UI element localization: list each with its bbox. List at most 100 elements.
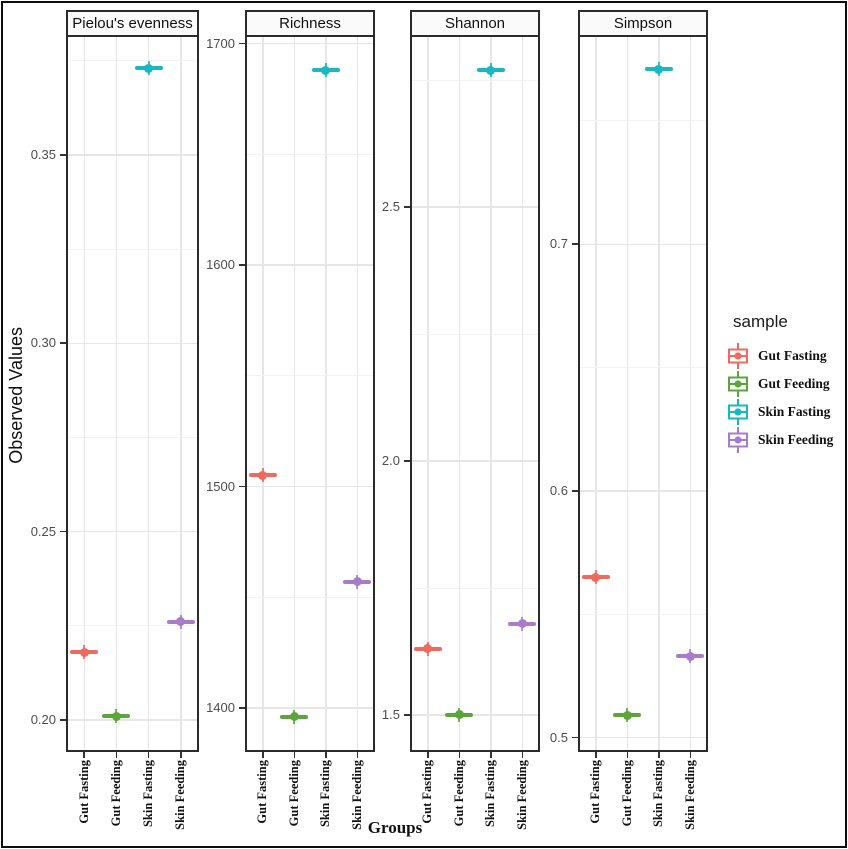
boxplot-median-point — [685, 651, 695, 661]
legend-key-boxplot-icon — [728, 343, 748, 369]
gridline-major — [580, 243, 706, 245]
gridline-vertical — [356, 37, 359, 750]
boxplot-median-point — [176, 617, 186, 627]
gridline-major — [412, 206, 538, 208]
y-axis-tick — [404, 460, 410, 462]
x-tick-label-text: Gut Fasting — [420, 760, 435, 824]
boxplot-median-point — [258, 470, 268, 480]
gridline-vertical — [115, 37, 118, 750]
y-tick-label: 1500 — [206, 478, 235, 494]
x-axis-tick — [658, 752, 660, 758]
legend-key-boxplot-icon — [728, 427, 748, 453]
legend-key-boxplot-icon — [728, 371, 748, 397]
gridline-minor — [412, 587, 538, 589]
x-tick-label-text: Skin Fasting — [651, 760, 666, 828]
gridline-major — [247, 485, 373, 488]
x-axis-tick — [262, 752, 264, 758]
x-axis-tick — [427, 752, 429, 758]
boxplot-median-point — [321, 65, 331, 75]
facet-strip: Shannon — [410, 10, 540, 37]
y-tick-label: 1400 — [206, 699, 235, 715]
x-axis-tick — [356, 752, 358, 758]
x-tick-label-text: Gut Fasting — [255, 760, 270, 824]
gridline-minor — [68, 436, 197, 438]
y-axis-tick — [572, 490, 578, 492]
x-axis-title: Groups — [367, 818, 423, 837]
facet-strip: Richness — [245, 10, 375, 37]
x-axis-tick — [521, 752, 523, 758]
y-axis-tick — [239, 485, 245, 488]
panel-border — [245, 35, 375, 752]
boxplot-median-point — [654, 64, 664, 74]
y-tick-label: 0.5 — [549, 729, 568, 745]
boxplot-median-point — [486, 65, 496, 75]
gridline-major — [247, 264, 373, 266]
y-tick-label: 0.6 — [549, 482, 568, 498]
boxplot-median-point — [289, 712, 299, 722]
facet-strip-label: Shannon — [444, 15, 506, 32]
gridline-vertical — [458, 37, 461, 750]
gridline-minor — [580, 613, 706, 615]
y-axis-tick — [572, 736, 578, 739]
x-tick-label-text: Gut Feeding — [451, 760, 466, 827]
x-tick-label-text: Skin Fasting — [141, 760, 156, 828]
boxplot-median-point — [622, 710, 632, 720]
gridline-vertical — [521, 37, 524, 750]
gridline-vertical — [595, 37, 597, 750]
legend-entry-label: Skin Feeding — [758, 432, 834, 447]
x-tick-label-text: Gut Fasting — [76, 760, 91, 824]
gridline-vertical — [689, 37, 692, 750]
legend: sample Gut Fasting Gut Feeding Skin Fastin… — [726, 312, 846, 454]
y-tick-label: 0.20 — [30, 711, 56, 727]
x-tick-label-text: Skin Fasting — [483, 760, 498, 828]
y-axis-tick — [60, 342, 66, 344]
y-tick-label: 0.7 — [549, 236, 568, 252]
x-axis-tick — [490, 752, 492, 758]
boxplot-median-point — [454, 710, 464, 720]
gridline-major — [412, 460, 538, 462]
x-axis-tick — [325, 752, 327, 758]
x-axis-tick — [458, 752, 460, 758]
facet-strip-label: Pielou's evenness — [72, 15, 193, 32]
y-tick-label: 0.30 — [30, 335, 56, 351]
gridline-major — [68, 154, 197, 156]
legend-entry-label: Gut Feeding — [758, 376, 830, 391]
x-axis-tick — [115, 752, 118, 758]
x-axis-tick — [595, 752, 597, 758]
gridline-vertical — [293, 37, 296, 750]
legend-entries: Gut Fasting Gut Feeding Skin Fasting Skin F… — [726, 342, 846, 454]
gridline-major — [580, 736, 706, 739]
y-axis-title: Observed Values — [6, 0, 27, 790]
gridline-minor — [412, 333, 538, 335]
facet-strip: Simpson — [578, 10, 708, 37]
gridline-major — [68, 530, 197, 533]
x-axis-tick — [626, 752, 628, 758]
gridline-vertical — [83, 37, 85, 750]
x-axis-tick — [83, 752, 85, 758]
y-axis-tick — [572, 243, 578, 245]
boxplot-median-point — [79, 647, 89, 657]
gridline-minor — [68, 248, 197, 250]
boxplot-median-point — [111, 711, 121, 721]
boxplot-median-point — [517, 619, 527, 629]
panel-plot-area — [580, 35, 706, 752]
gridline-minor — [247, 375, 373, 377]
gridline-minor — [247, 153, 373, 155]
x-tick-label-text: Gut Feeding — [108, 760, 123, 827]
x-tick-label-text: Skin Fasting — [318, 760, 333, 828]
gridline-vertical — [262, 37, 264, 750]
legend-entry: Gut Fasting — [726, 342, 846, 370]
y-tick-label: 0.35 — [30, 146, 56, 162]
panel-border — [410, 35, 540, 752]
gridline-major — [580, 490, 706, 492]
boxplot-median-point — [144, 63, 154, 73]
gridline-major — [247, 707, 373, 709]
legend-entry: Skin Feeding — [726, 426, 846, 454]
legend-entry-label: Skin Fasting — [758, 404, 831, 419]
x-axis-tick — [147, 752, 150, 758]
legend-entry-label: Gut Fasting — [758, 348, 827, 363]
facet-strip: Pielou's evenness — [66, 10, 199, 37]
x-axis-tick — [180, 752, 182, 758]
gridline-vertical — [490, 37, 492, 750]
x-tick-label-text: Gut Feeding — [286, 760, 301, 827]
